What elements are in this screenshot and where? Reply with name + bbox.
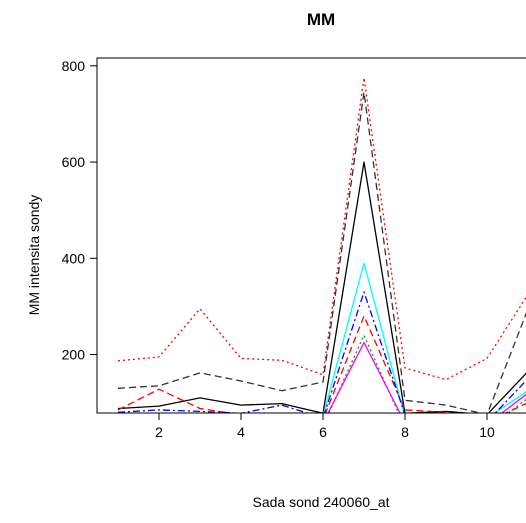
x-tick-label-6: 6 xyxy=(319,424,327,440)
series-line-1 xyxy=(118,78,526,380)
series-line-7 xyxy=(118,335,526,429)
x-tick-label-4: 4 xyxy=(237,424,245,440)
series-line-4 xyxy=(118,316,526,422)
y-tick-label-200: 200 xyxy=(62,347,86,363)
x-tick-label-2: 2 xyxy=(155,424,163,440)
chart-title: MM xyxy=(307,10,335,29)
series-line-3 xyxy=(118,162,526,415)
x-axis-label: Sada sond 240060_at xyxy=(252,494,389,510)
series-line-8 xyxy=(118,343,526,425)
y-tick-label-600: 600 xyxy=(62,154,86,170)
y-tick-label-800: 800 xyxy=(62,58,86,74)
x-tick-label-10: 10 xyxy=(479,424,495,440)
series-line-2 xyxy=(118,92,526,414)
y-tick-label-400: 400 xyxy=(62,250,86,266)
y-axis-label: MM intensita sondy xyxy=(26,195,42,316)
x-tick-label-8: 8 xyxy=(401,424,409,440)
plot-frame xyxy=(97,58,526,413)
series-line-5 xyxy=(118,263,526,418)
plot-area: 200 400 600 800 2 4 6 8 10 xyxy=(62,58,526,440)
